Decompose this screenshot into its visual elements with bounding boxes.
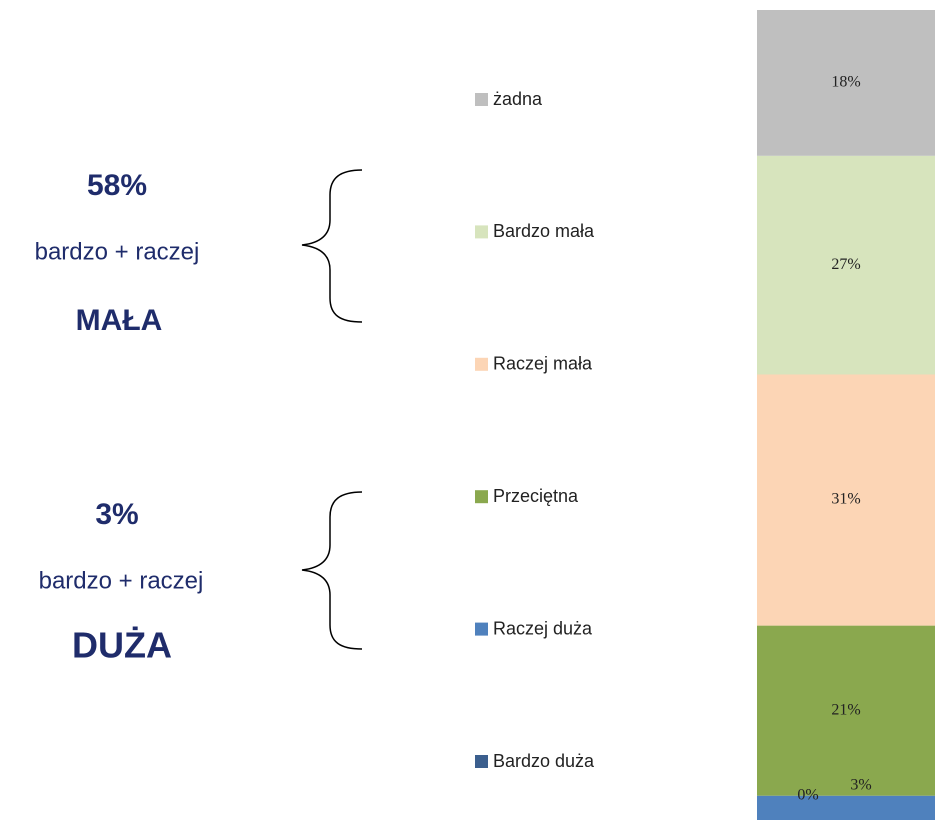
legend-swatch: [475, 93, 488, 106]
bar-segment: [757, 374, 935, 626]
legend-label: Raczej duża: [493, 618, 593, 638]
value-label: 18%: [831, 74, 860, 91]
bar-segment: [757, 795, 935, 820]
legend-swatch: [475, 490, 488, 504]
bar-segment: [757, 10, 935, 156]
value-label: 0%: [797, 787, 818, 804]
value-label: 31%: [831, 491, 860, 508]
bar-segment: [757, 625, 935, 796]
legend-label: Bardzo mała: [493, 221, 595, 241]
legend-swatch: [475, 622, 488, 636]
legend-label: Raczej mała: [493, 354, 593, 374]
brace: [301, 169, 363, 323]
legend-label: Przeciętna: [493, 486, 579, 506]
annotation: bardzo + raczej: [39, 567, 204, 594]
annotation: MAŁA: [76, 304, 163, 337]
annotation: bardzo + raczej: [35, 238, 200, 265]
value-label: 27%: [831, 256, 860, 273]
annotation: 3%: [95, 498, 138, 531]
legend-label: żadna: [493, 89, 543, 109]
value-label: 3%: [850, 776, 871, 793]
legend-swatch: [475, 225, 488, 239]
annotation: DUŻA: [72, 625, 172, 666]
brace: [301, 491, 363, 650]
bar-segment: [757, 155, 935, 375]
legend-swatch: [475, 357, 488, 371]
legend-label: Bardzo duża: [493, 751, 595, 771]
value-label: 21%: [831, 701, 860, 718]
legend-swatch: [475, 755, 488, 768]
annotation: 58%: [87, 169, 147, 202]
